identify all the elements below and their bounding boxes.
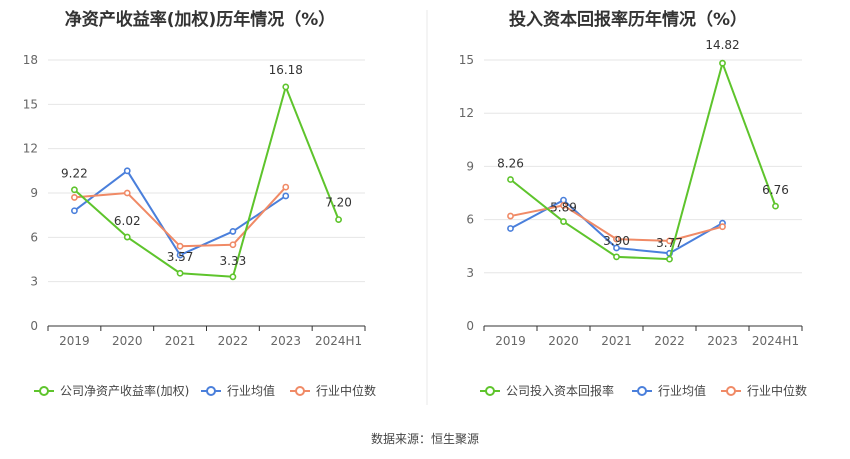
y-tick-label: 12 xyxy=(459,106,474,120)
data-point-avg xyxy=(176,251,184,259)
y-tick-label: 15 xyxy=(23,97,38,111)
x-tick-label: 2022 xyxy=(218,334,249,348)
data-point-company xyxy=(282,83,290,91)
data-label: 6.76 xyxy=(762,183,789,197)
legend-item-avg: 行业均值 xyxy=(632,383,706,398)
data-point-company xyxy=(335,216,342,223)
y-tick-label: 15 xyxy=(459,53,474,67)
chart-title: 投入资本回报率历年情况（%） xyxy=(509,9,747,30)
data-point-company xyxy=(560,218,567,225)
data-point-company xyxy=(229,273,237,281)
x-tick-label: 2023 xyxy=(270,334,301,348)
legend-item-avg: 行业均值 xyxy=(201,383,275,398)
data-label: 6.02 xyxy=(114,214,141,228)
legend-swatch-marker xyxy=(485,386,495,396)
roe-chart: 净资产收益率(加权)历年情况（%） 0 3 6 9 12 15 18 2019 2020 2021 2… xyxy=(23,9,376,398)
y-tick-label: 3 xyxy=(30,275,38,289)
data-point-avg xyxy=(282,192,290,200)
data-point-avg xyxy=(123,167,131,175)
series-line-avg xyxy=(73,169,287,257)
legend-item-median: 行业中位数 xyxy=(290,383,376,398)
legend-label: 公司投入资本回报率 xyxy=(506,383,614,398)
data-point-company xyxy=(507,176,514,183)
data-point-company xyxy=(772,202,779,210)
data-point-company xyxy=(71,186,78,194)
legend-label: 行业中位数 xyxy=(316,383,376,398)
data-point-company xyxy=(719,59,726,67)
data-point-avg xyxy=(613,244,620,252)
data-label: 3.33 xyxy=(220,254,247,268)
y-tick-label: 6 xyxy=(466,213,474,227)
x-tick-label: 2019 xyxy=(59,334,90,348)
x-tick-label: 2019 xyxy=(495,334,526,348)
data-point-company xyxy=(613,253,620,261)
y-tick-label: 9 xyxy=(466,159,474,173)
y-tick-label: 6 xyxy=(30,230,38,244)
y-tick-label: 0 xyxy=(30,319,38,333)
x-tick-label: 2020 xyxy=(548,334,579,348)
roic-chart: 投入资本回报率历年情况（%） 0 3 6 9 12 15 2019 2020 2021 2022 20… xyxy=(459,9,807,398)
data-point-median xyxy=(123,189,131,197)
x-tick-label: 2021 xyxy=(601,334,632,348)
legend-label: 行业均值 xyxy=(227,383,275,398)
y-tick-label: 3 xyxy=(466,266,474,280)
data-point-median xyxy=(719,223,726,231)
data-point-avg xyxy=(71,207,78,215)
data-point-median xyxy=(507,212,514,220)
data-source-note: 数据来源：恒生聚源 xyxy=(371,431,479,446)
x-tick-label: 2022 xyxy=(654,334,685,348)
y-tick-label: 9 xyxy=(30,186,38,200)
x-tick-label: 2024H1 xyxy=(315,334,362,348)
series-line-company xyxy=(509,62,777,261)
data-point-median xyxy=(71,194,78,201)
data-point-median xyxy=(666,237,673,245)
data-point-company xyxy=(123,233,131,241)
data-point-median xyxy=(282,183,290,191)
data-label: 5.89 xyxy=(550,201,577,215)
data-label: 3.77 xyxy=(656,236,683,250)
data-point-median xyxy=(229,241,237,249)
data-label: 3.90 xyxy=(603,234,630,248)
series-line-company xyxy=(73,85,340,278)
legend-swatch-marker xyxy=(206,386,216,396)
data-point-company xyxy=(666,255,673,263)
data-point-company xyxy=(176,269,184,277)
data-label: 14.82 xyxy=(705,38,739,52)
legend-label: 公司净资产收益率(加权) xyxy=(60,383,189,398)
x-tick-label: 2021 xyxy=(165,334,196,348)
data-label: 7.20 xyxy=(325,196,352,210)
data-label: 9.22 xyxy=(61,167,88,181)
data-label: 16.18 xyxy=(269,63,303,77)
legend-swatch-marker xyxy=(637,386,647,396)
data-point-avg xyxy=(507,225,514,232)
x-tick-label: 2024H1 xyxy=(752,334,799,348)
data-label: 8.26 xyxy=(497,157,524,171)
legend-swatch-marker xyxy=(726,386,736,396)
chart-title: 净资产收益率(加权)历年情况（%） xyxy=(65,9,336,30)
legend-item-median: 行业中位数 xyxy=(721,383,807,398)
legend-item-company: 公司净资产收益率(加权) xyxy=(34,383,189,398)
legend-label: 行业中位数 xyxy=(747,383,807,398)
y-tick-label: 12 xyxy=(23,142,38,156)
data-point-median xyxy=(560,202,567,209)
y-tick-label: 18 xyxy=(23,53,38,67)
legend-swatch-marker xyxy=(39,386,49,396)
x-tick-label: 2023 xyxy=(707,334,738,348)
data-point-avg xyxy=(229,228,237,235)
legend-label: 行业均值 xyxy=(658,383,706,398)
data-point-median xyxy=(176,242,184,250)
x-tick-label: 2020 xyxy=(112,334,143,348)
data-label: 3.57 xyxy=(167,250,194,264)
legend-item-company: 公司投入资本回报率 xyxy=(480,383,614,398)
data-point-median xyxy=(613,235,620,243)
y-tick-label: 0 xyxy=(466,319,474,333)
legend-swatch-marker xyxy=(295,386,305,396)
